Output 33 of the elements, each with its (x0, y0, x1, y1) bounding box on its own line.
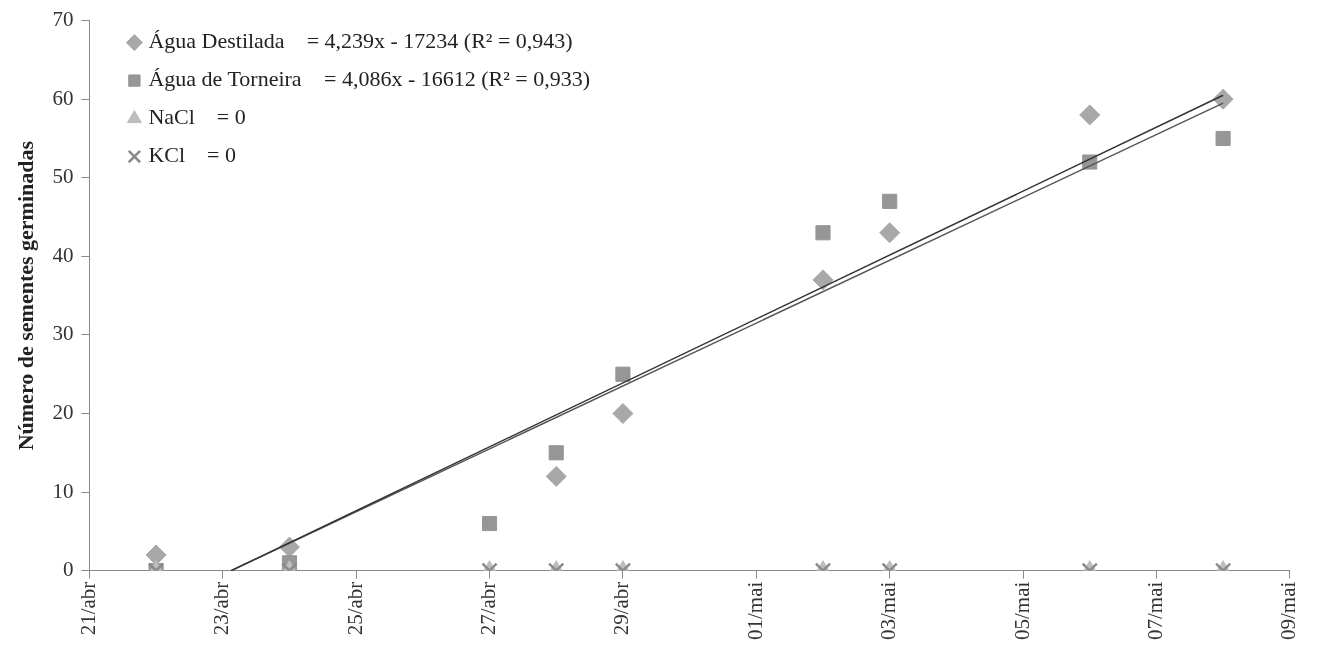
x-tick-label: 03/mai (876, 581, 901, 640)
x-tick-label: 27/abr (476, 581, 501, 636)
annotation: = 0 (216, 104, 246, 130)
y-tick-label: 30 (52, 321, 74, 346)
legend-label: NaCl (148, 104, 195, 130)
annotation: = 0 (207, 142, 236, 168)
point (1079, 104, 1101, 126)
x-tick-label: 07/mai (1142, 581, 1167, 640)
x-tick-label: 21/abr (75, 581, 100, 636)
y-axis-title: Número de sementes germinadas (12, 140, 38, 451)
x-tick-label: 23/abr (209, 581, 234, 636)
x-tick-label: 29/abr (609, 581, 634, 636)
point (1215, 130, 1231, 147)
y-tick-label: 0 (62, 557, 74, 582)
y-tick-label: 40 (52, 242, 74, 267)
point (882, 193, 898, 209)
y-tick-label: 10 (52, 478, 74, 503)
annotation: = 4,086x - 16612 (R² = 0,933) (324, 66, 591, 92)
point (815, 225, 831, 241)
legend-label: Água Destilada (148, 28, 285, 54)
y-tick-label: 60 (52, 85, 74, 110)
annotation: = 4,239x - 17234 (R² = 0,943) (306, 28, 573, 54)
y-tick-label: 70 (52, 7, 74, 32)
x-tick-label: 01/mai (742, 581, 767, 640)
point (812, 269, 834, 291)
legend-label: KCl (148, 142, 186, 168)
y-tick-label: 50 (52, 164, 74, 189)
x-tick-label: 05/mai (1009, 581, 1034, 640)
x-tick-label: 25/abr (342, 581, 367, 636)
x-tick-label: 09/mai (1276, 581, 1301, 640)
point (879, 222, 901, 244)
y-tick-label: 20 (52, 400, 74, 425)
legend-label: Água de Torneira (148, 66, 302, 92)
